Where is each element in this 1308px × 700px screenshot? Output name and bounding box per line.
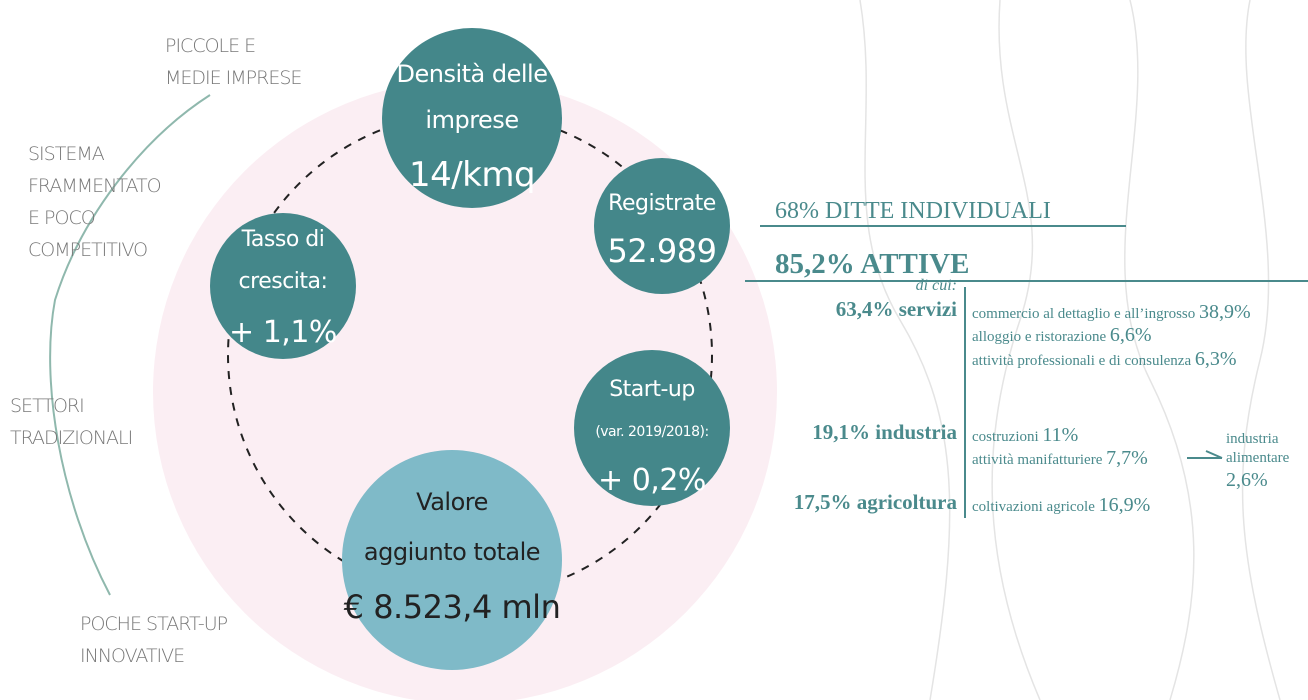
circle-text: Densità delle imprese (397, 60, 548, 134)
circle-value: + 0,2% (598, 463, 706, 498)
sector-item: commercio al dettaglio e all’ingrosso 38… (972, 301, 1251, 323)
circle-startup: Start-up (var. 2019/2018): + 0,2% (574, 350, 730, 506)
sector-item: costruzioni 11% (972, 424, 1078, 446)
connector-line (49, 94, 211, 596)
sector-item: attività professionali e di consulenza 6… (972, 348, 1237, 370)
arrow (1187, 450, 1223, 459)
circle-text: Registrate (608, 191, 716, 216)
summary: 68% DITTE INDIVIDUALI 85,2% ATTIVE di cu… (745, 198, 1308, 518)
label: SETTORI TRADIZIONALI (10, 395, 132, 449)
sector-item: alloggio e ristorazione 6,6% (972, 324, 1152, 346)
sector-item: attività manifatturiere 7,7% (972, 447, 1148, 469)
circle-value: 14/kmq (409, 155, 535, 195)
circle-growth: Tasso di crescita: + 1,1% (210, 213, 356, 359)
sector-item: coltivazioni agricole 16,9% (972, 494, 1150, 516)
label: PICCOLE E MEDIE IMPRESE (165, 35, 301, 89)
sector-name: 19,1% industria (812, 420, 957, 444)
summary-individual: 68% DITTE INDIVIDUALI (775, 198, 1051, 224)
of-which: di cui: (916, 277, 957, 294)
circle-value: + 1,1% (229, 315, 337, 350)
sectors: 63,4% servizi commercio al dettaglio e a… (794, 297, 1290, 516)
summary-active: 85,2% ATTIVE (775, 248, 969, 280)
background-decoration (859, 0, 1281, 700)
circle-text: Tasso di crescita: (239, 227, 328, 294)
circle-text: Start-up (609, 377, 695, 402)
circle-value-added: Valore aggiunto totale € 8.523,4 mln (342, 450, 562, 670)
circle-value: € 8.523,4 mln (344, 588, 561, 626)
circle-text: (var. 2019/2018): (595, 424, 708, 440)
label: SISTEMA FRAMMENTATO E POCO COMPETITIVO (28, 143, 161, 261)
circle-value: 52.989 (608, 232, 717, 270)
circle-density: Densità delle imprese 14/kmq (382, 28, 562, 208)
label: POCHE START-UP INNOVATIVE (80, 613, 228, 667)
circle-text: Valore aggiunto totale (364, 488, 540, 566)
left-labels: PICCOLE E MEDIE IMPRESE SISTEMA FRAMMENTAT… (10, 35, 302, 667)
sector-name: 63,4% servizi (836, 297, 957, 321)
sector-name: 17,5% agricoltura (794, 490, 958, 514)
circle-registered: Registrate 52.989 (594, 158, 730, 294)
sub-item: industria alimentare 2,6% (1226, 431, 1290, 491)
